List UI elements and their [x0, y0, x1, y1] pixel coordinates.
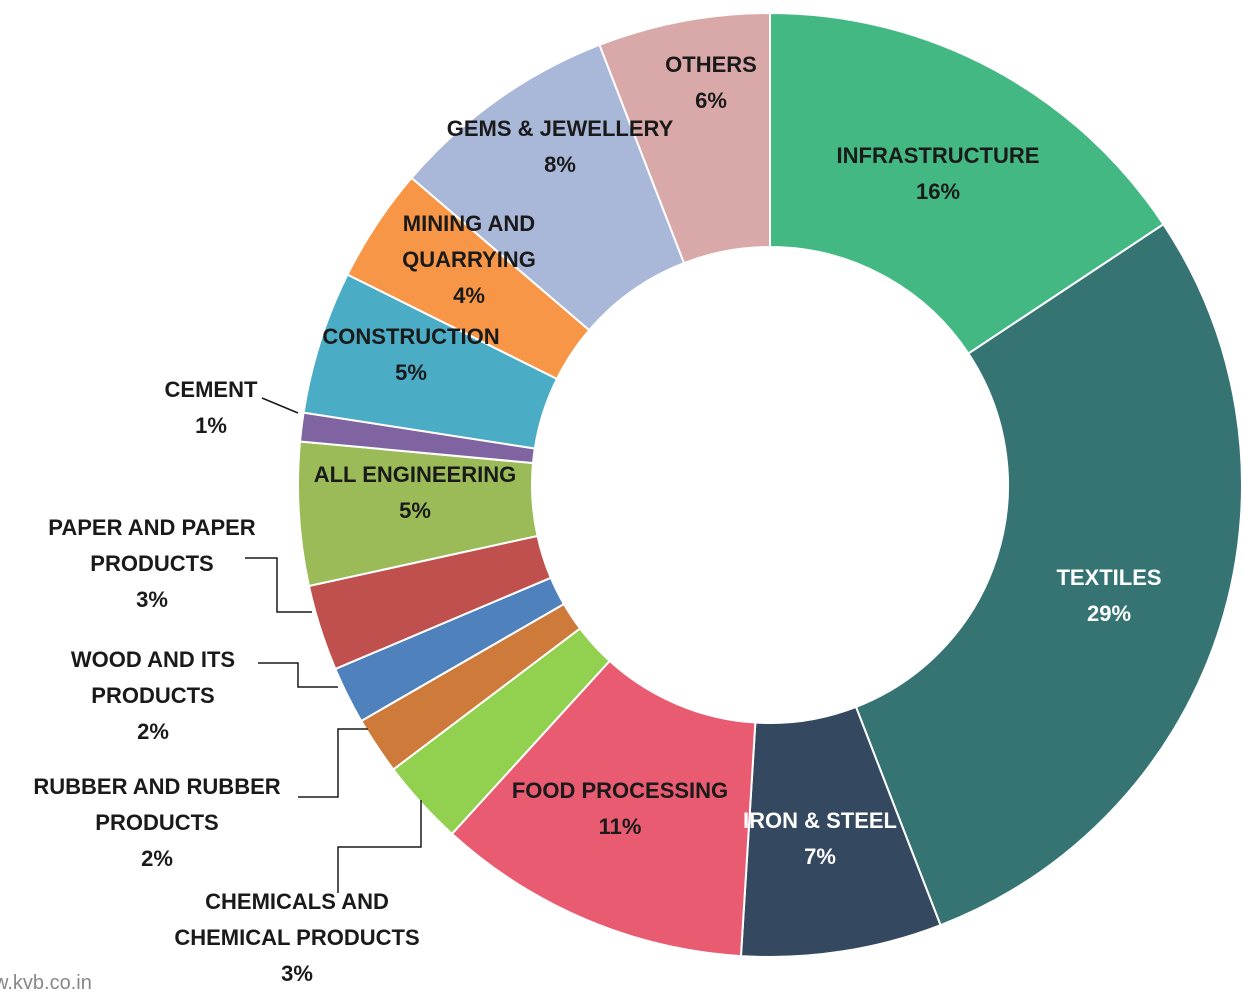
- slice-label: CONSTRUCTION 5%: [301, 319, 521, 391]
- donut-slice: [450, 659, 757, 958]
- slice-label: PAPER AND PAPER PRODUCTS 3%: [27, 510, 277, 618]
- value-label: 16%: [915, 179, 961, 204]
- leader-line: [258, 662, 338, 688]
- value-label: 5%: [399, 498, 431, 523]
- category-name: OTHERS: [665, 52, 757, 77]
- category-name: RUBBER AND RUBBER PRODUCTS: [33, 774, 281, 835]
- value-label: 11%: [598, 814, 642, 839]
- category-name: TEXTILES: [1056, 565, 1162, 590]
- slice-label: TEXTILES 29%: [1009, 560, 1209, 632]
- value-label: 2%: [137, 719, 169, 744]
- category-name: MINING AND QUARRYING: [402, 211, 536, 272]
- value-label: 5%: [395, 360, 427, 385]
- value-label: 7%: [804, 844, 836, 869]
- value-label: 3%: [281, 961, 313, 986]
- slice-label: GEMS & JEWELLERY 8%: [425, 111, 695, 183]
- slice-label: OTHERS 6%: [641, 47, 781, 119]
- footer-url: w.kvb.co.in: [0, 972, 92, 994]
- category-name: CONSTRUCTION: [322, 324, 500, 349]
- leader-line: [337, 800, 422, 893]
- value-label: 29%: [1086, 601, 1132, 626]
- slice-label: FOOD PROCESSING 11%: [490, 773, 750, 845]
- slice-label: CHEMICALS AND CHEMICAL PRODUCTS 3%: [152, 884, 442, 992]
- category-name: CHEMICALS AND CHEMICAL PRODUCTS: [174, 889, 420, 950]
- value-label: 8%: [544, 152, 576, 177]
- slice-label: ALL ENGINEERING 5%: [295, 457, 535, 529]
- donut-slice: [854, 222, 1243, 927]
- value-label: 4%: [453, 283, 485, 308]
- category-name: ALL ENGINEERING: [313, 462, 517, 487]
- leader-line: [298, 728, 368, 798]
- category-name: FOOD PROCESSING: [511, 778, 729, 803]
- slice-label: WOOD AND ITS PRODUCTS 2%: [48, 642, 258, 750]
- slice-label: MINING AND QUARRYING 4%: [379, 206, 559, 314]
- leader-lines: [245, 397, 422, 893]
- category-name: CEMENT: [164, 377, 258, 402]
- value-label: 6%: [695, 88, 727, 113]
- value-label: 2%: [141, 846, 173, 871]
- category-name: GEMS & JEWELLERY: [446, 116, 674, 141]
- category-name: IRON & STEEL: [742, 808, 897, 833]
- category-name: PAPER AND PAPER PRODUCTS: [48, 515, 256, 576]
- slice-label: IRON & STEEL 7%: [720, 803, 920, 875]
- value-label: 1%: [195, 413, 227, 438]
- category-name: WOOD AND ITS PRODUCTS: [70, 647, 236, 708]
- slice-label: INFRASTRUCTURE 16%: [808, 138, 1068, 210]
- slice-label: RUBBER AND RUBBER PRODUCTS 2%: [12, 769, 302, 877]
- slice-label: CEMENT 1%: [151, 372, 271, 444]
- donut-slice: [769, 11, 1165, 355]
- category-name: INFRASTRUCTURE: [836, 143, 1040, 168]
- leader-line: [245, 557, 312, 613]
- leader-line: [261, 397, 299, 414]
- value-label: 3%: [136, 587, 168, 612]
- donut-slice: [598, 11, 771, 265]
